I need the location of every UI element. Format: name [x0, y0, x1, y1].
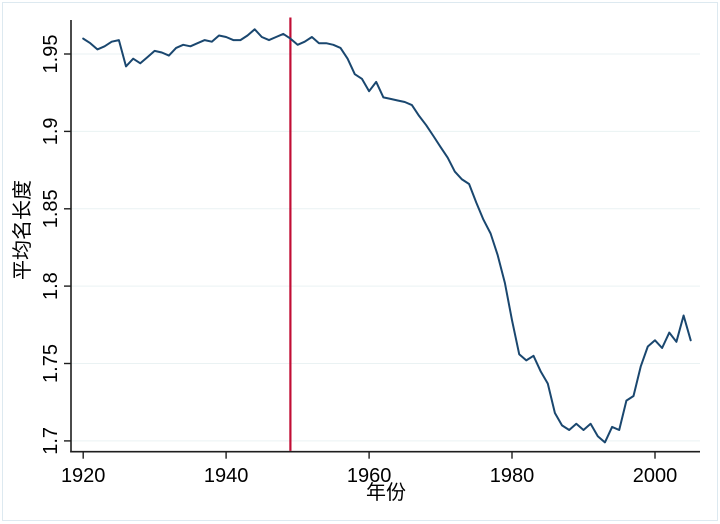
y-tick-label: 1.7: [40, 427, 62, 455]
x-tick-label: 2000: [633, 465, 678, 487]
x-tick-label: 1980: [490, 465, 535, 487]
x-tick-label: 1960: [347, 465, 392, 487]
series-line: [82, 28, 692, 444]
y-tick-label: 1.95: [40, 35, 62, 74]
y-tick-label: 1.9: [40, 117, 62, 145]
x-tick-label: 1920: [61, 465, 106, 487]
y-tick-label: 1.75: [40, 344, 62, 383]
y-axis-title: 平均名长度: [11, 180, 34, 280]
y-tick-label: 1.85: [40, 189, 62, 228]
x-tick-label: 1940: [204, 465, 249, 487]
x-axis-title: 年份: [366, 481, 406, 504]
y-tick-label: 1.8: [40, 272, 62, 300]
